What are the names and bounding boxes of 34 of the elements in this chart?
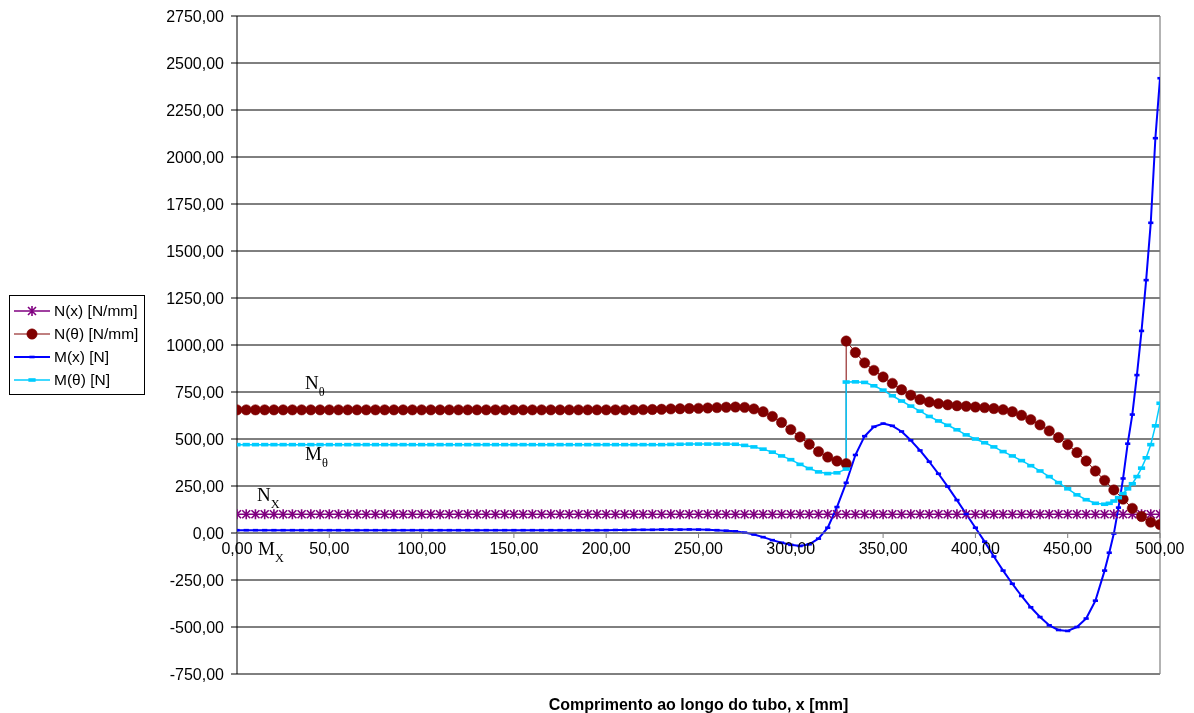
y-tick-label: -500,00 xyxy=(169,618,225,636)
annotation: N$_{X}$ xyxy=(257,484,280,511)
y-tick-label: -250,00 xyxy=(169,571,225,589)
y-tick-label: 2000,00 xyxy=(166,148,225,166)
y-tick-label: 2500,00 xyxy=(166,54,225,72)
legend-label: M(x) [N] xyxy=(54,347,110,366)
x-tick-label: 200,00 xyxy=(581,540,631,557)
x-tick-label: 300,00 xyxy=(766,540,816,557)
y-tick-label: 0,00 xyxy=(192,524,225,542)
annotation: N$_{θ}$ xyxy=(305,372,325,399)
x-tick-label: 100,00 xyxy=(397,540,447,557)
y-tick-label: 1500,00 xyxy=(166,242,225,260)
y-tick-label: 750,00 xyxy=(175,383,225,401)
y-tick-label: 250,00 xyxy=(175,477,225,495)
x-tick-label: 150,00 xyxy=(489,540,539,557)
legend-label: M(θ) [N] xyxy=(54,370,110,389)
x-tick-label: 0,00 xyxy=(221,540,253,557)
legend-label: N(x) [N/mm] xyxy=(54,301,138,320)
x-tick-label: 350,00 xyxy=(858,540,908,557)
y-tick-label: 1250,00 xyxy=(166,289,225,307)
x-tick-label: 450,00 xyxy=(1043,540,1093,557)
x-axis-title: Comprimento ao longo do tubo, x [mm] xyxy=(548,696,849,713)
annotation: M$_{X}$ xyxy=(258,538,284,565)
x-tick-label: 50,00 xyxy=(309,540,350,557)
x-tick-label: 500,00 xyxy=(1135,540,1185,557)
y-tick-label: 2750,00 xyxy=(166,7,225,25)
legend-label: N(θ) [N/mm] xyxy=(54,324,139,343)
x-tick-label: 250,00 xyxy=(674,540,724,557)
y-tick-label: 1750,00 xyxy=(166,195,225,213)
y-tick-label: 2250,00 xyxy=(166,101,225,119)
y-tick-label: 1000,00 xyxy=(166,336,225,354)
y-tick-label: 500,00 xyxy=(175,430,225,448)
annotation: M$_{θ}$ xyxy=(305,443,328,470)
y-tick-label: -750,00 xyxy=(169,665,225,683)
